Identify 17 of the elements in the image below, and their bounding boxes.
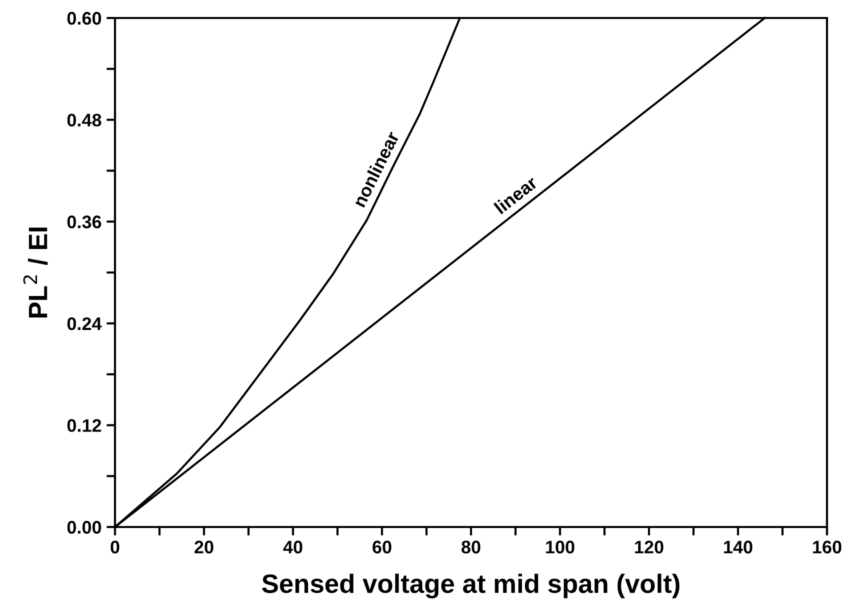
y-tick-label: 0.48	[67, 114, 102, 127]
x-tick-label: 140	[724, 540, 752, 554]
x-tick-label: 0	[110, 540, 120, 554]
x-tick-label: 20	[194, 540, 214, 554]
x-tick-label: 40	[283, 540, 302, 554]
x-tick-label: 60	[372, 540, 392, 554]
y-tick-label: 0.24	[67, 317, 102, 330]
x-tick-label: 160	[813, 540, 842, 554]
x-tick-label: 120	[635, 540, 664, 554]
x-tick-label: 80	[462, 540, 480, 554]
y-tick-label: 0.36	[67, 216, 102, 228]
y-axis-title: PL$^{2}$ / EI	[23, 228, 48, 318]
y-tick-label: 0.00	[67, 520, 102, 534]
y-tick-label: 0.60	[67, 12, 102, 25]
x-axis-title: Sensed voltage at mid span (volt)	[262, 574, 680, 598]
y-tick-label: 0.12	[67, 419, 102, 432]
x-tick-label: 100	[546, 540, 574, 554]
